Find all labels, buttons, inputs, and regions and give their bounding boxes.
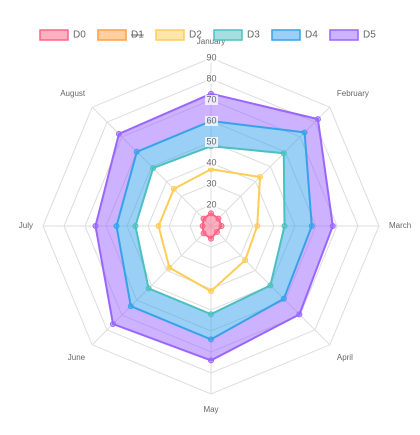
point [213,228,220,235]
legend-label: D0 [73,30,86,41]
legend-label: D5 [363,30,376,41]
tick-label: 80 [206,73,216,83]
point [132,223,139,229]
point [200,230,207,237]
legend-swatch [213,29,243,41]
legend-swatch [155,29,185,41]
point [92,223,99,229]
point [170,185,177,192]
legend-item: D5 [329,29,376,41]
point [199,223,206,229]
point [329,223,336,229]
point [301,129,308,136]
legend-item: D2 [155,29,202,41]
legend-label: D3 [247,30,260,41]
legend-item: D1 [97,29,144,41]
point [208,311,214,318]
legend-item: D3 [213,29,260,41]
category-label: May [203,405,218,414]
point [314,116,321,123]
legend-label: D4 [305,30,318,41]
legend-swatch [39,29,69,41]
point [280,295,287,302]
category-label: January [197,37,225,46]
tick-label-bg [205,200,218,210]
point [215,215,222,222]
tick-label: 40 [206,157,216,167]
point [208,357,214,364]
point [242,257,249,264]
category-label: August [60,89,86,98]
point [127,303,134,310]
area-fill [95,93,333,361]
tick-label: 90 [206,52,216,62]
tick-label-bg [205,179,218,189]
point [281,223,288,229]
category-label: March [389,221,411,230]
tick-label: 20 [206,199,216,209]
point [257,173,264,180]
point [218,223,225,229]
point [166,264,173,271]
tick-label-bg [205,158,218,168]
tick-label-bg [205,74,218,84]
point [113,223,120,229]
legend-swatch [271,29,301,41]
point [208,210,214,217]
category-label: April [337,353,353,362]
tick-label: 70 [206,94,216,104]
point [308,223,315,229]
point [208,288,214,295]
point [200,215,207,222]
point [133,148,140,155]
tick-label: 30 [206,178,216,188]
category-label: February [337,89,369,98]
legend-label: D2 [189,30,202,41]
tick-label-bg [205,53,218,63]
tick-label-bg [205,137,218,147]
legend-item: D0 [39,29,86,41]
tick-label: 60 [206,115,216,125]
category-label: July [19,221,33,230]
point [280,150,287,157]
point [296,311,303,318]
tick-label-bg [205,95,218,105]
legend-swatch [329,29,359,41]
legend-item: D4 [271,29,318,41]
point [115,130,122,137]
point [155,223,162,229]
tick-label: 50 [206,136,216,146]
point [208,336,214,343]
category-label: June [68,353,86,362]
point [109,321,116,328]
point [254,223,261,229]
point [145,285,152,292]
point [267,282,274,289]
area-fill [116,121,312,340]
tick-label-bg [205,116,218,126]
point [150,165,157,172]
legend-swatch [97,29,127,41]
point [208,235,214,242]
